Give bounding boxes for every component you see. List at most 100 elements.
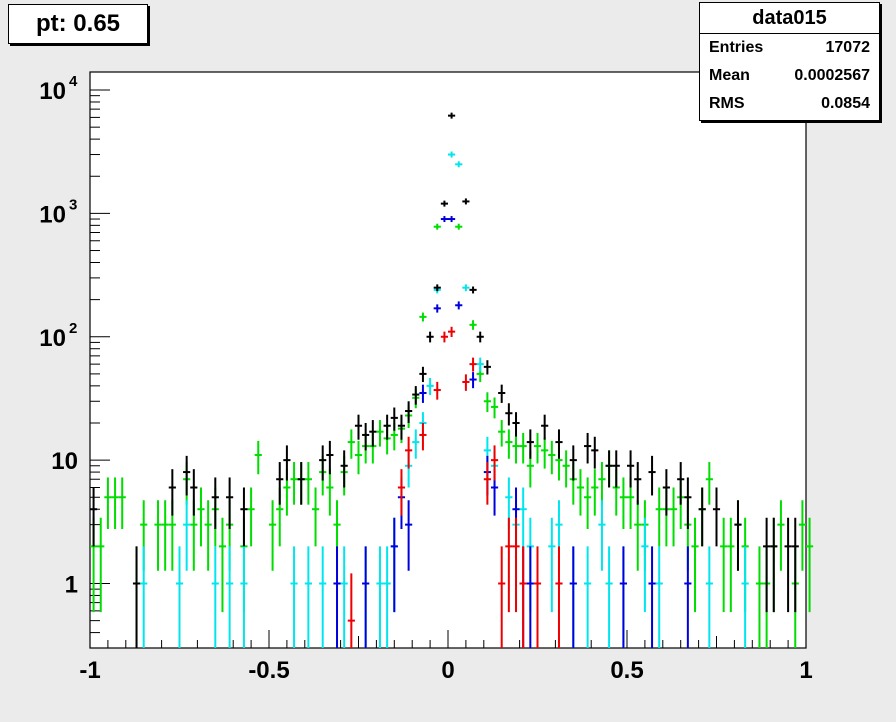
data-point — [619, 546, 627, 648]
data-point — [376, 420, 384, 447]
data-point — [555, 429, 563, 459]
data-point — [533, 432, 542, 464]
data-point — [641, 517, 649, 613]
data-point — [498, 420, 506, 447]
data-point — [712, 487, 721, 547]
data-point — [433, 304, 441, 313]
data-point — [755, 546, 764, 648]
data-point — [183, 455, 191, 496]
data-point — [405, 500, 413, 571]
data-point — [412, 429, 420, 459]
stats-value: 0.0002567 — [794, 67, 870, 84]
data-point — [90, 487, 98, 547]
data-point — [627, 450, 635, 488]
axis-ticks — [89, 89, 807, 649]
data-point — [548, 440, 556, 475]
data-point — [448, 112, 456, 119]
data-point — [784, 517, 792, 613]
x-tick-label: 1 — [799, 657, 812, 684]
data-point — [512, 517, 520, 613]
data-point — [226, 477, 234, 530]
data-point — [433, 284, 441, 292]
data-point — [476, 357, 484, 372]
data-point — [175, 546, 184, 648]
data-point — [498, 546, 506, 648]
data-point — [319, 546, 327, 648]
data-point — [197, 487, 205, 547]
data-point — [455, 223, 463, 230]
data-point — [347, 429, 355, 459]
data-point — [369, 420, 377, 447]
data-point — [354, 440, 363, 475]
data-point — [290, 462, 298, 505]
data-point — [648, 455, 656, 496]
data-point — [533, 546, 542, 648]
y-tick-label: 1 — [65, 571, 78, 598]
data-point — [734, 500, 742, 571]
stats-title: data015 — [700, 3, 879, 34]
data-point — [526, 546, 534, 648]
data-point — [440, 216, 448, 223]
data-point — [612, 450, 620, 488]
data-point — [132, 546, 141, 648]
data-point — [605, 546, 613, 648]
data-point — [519, 546, 527, 648]
data-point — [519, 432, 527, 464]
data-point — [727, 517, 735, 613]
data-point — [490, 445, 499, 481]
data-point — [662, 469, 670, 516]
data-point — [469, 286, 477, 294]
data-point — [791, 517, 799, 613]
data-point — [333, 546, 341, 648]
stats-box: data015 Entries 17072 Mean 0.0002567 RMS 0.… — [699, 2, 880, 121]
data-point — [97, 517, 105, 613]
data-point — [648, 546, 656, 648]
data-point — [548, 517, 556, 613]
data-point — [483, 360, 491, 375]
data-point — [168, 469, 176, 516]
data-point — [483, 462, 491, 505]
data-point — [440, 200, 448, 207]
data-point — [340, 450, 348, 488]
data-point — [705, 462, 713, 505]
data-point — [448, 326, 456, 338]
data-point — [798, 500, 806, 571]
data-point — [383, 414, 391, 440]
stats-value: 0.0854 — [821, 95, 870, 112]
data-point — [326, 469, 334, 516]
data-point — [304, 462, 312, 505]
data-point — [405, 401, 413, 423]
pad-title: pt: 0.65 — [8, 4, 148, 44]
stats-row-mean: Mean 0.0002567 — [700, 62, 879, 90]
data-point — [555, 546, 563, 648]
data-point — [390, 517, 398, 613]
data-point — [211, 546, 219, 648]
data-point — [584, 432, 592, 464]
data-point — [283, 445, 291, 481]
data-point — [519, 487, 527, 547]
pad-title-text: pt: 0.65 — [35, 10, 121, 37]
y-tick-exponent: 2 — [69, 320, 77, 337]
data-point — [276, 462, 284, 505]
data-point — [698, 487, 706, 547]
data-point — [383, 546, 391, 648]
data-point — [598, 500, 606, 571]
data-point — [541, 436, 549, 469]
data-point — [426, 377, 434, 396]
plot-frame — [89, 71, 807, 649]
data-point — [576, 469, 585, 516]
data-point — [512, 412, 520, 437]
data-point — [655, 487, 663, 547]
data-point — [311, 487, 320, 547]
data-point — [541, 414, 549, 440]
data-point — [240, 487, 248, 547]
data-point — [469, 320, 477, 330]
data-point — [104, 477, 112, 530]
data-point — [469, 357, 477, 372]
data-point — [347, 573, 355, 648]
data-point — [440, 331, 448, 343]
data-point — [140, 546, 148, 648]
data-point — [469, 372, 477, 389]
